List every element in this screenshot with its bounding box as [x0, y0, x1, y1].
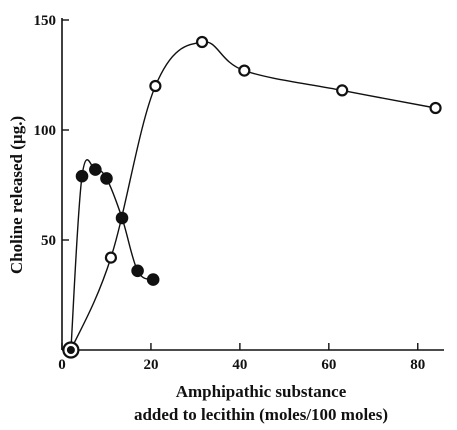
data-point-filled	[89, 163, 102, 176]
x-tick-label: 80	[410, 357, 425, 373]
data-point-filled	[131, 264, 144, 278]
data-point-filled	[75, 169, 89, 183]
x-tick-label: 20	[143, 357, 158, 373]
data-point-open	[336, 84, 349, 97]
chart-curves	[70, 41, 436, 351]
x-axis-label-line1: Amphipathic substance	[176, 382, 347, 401]
chart-points	[62, 35, 442, 359]
data-point-open	[238, 64, 251, 77]
y-tick-label: 100	[34, 123, 57, 139]
y-tick-label: 50	[41, 233, 56, 249]
y-axis-label: Choline released (µg.)	[7, 116, 26, 274]
data-point-filled	[100, 172, 113, 185]
data-point-open	[195, 35, 209, 49]
x-axis-label-line2: added to lecithin (moles/100 moles)	[134, 405, 388, 424]
data-point-filled	[115, 211, 129, 225]
series-line-open	[70, 41, 436, 351]
data-point-open	[429, 101, 442, 115]
x-tick-label: 40	[232, 357, 247, 373]
data-point-open	[104, 251, 118, 264]
data-point-open	[149, 79, 162, 93]
x-tick-label: 60	[321, 357, 336, 373]
chart-ticks: 50 100 150 0 20 40 60 80	[34, 13, 426, 373]
y-tick-label: 150	[34, 13, 57, 29]
data-point-filled	[146, 273, 160, 286]
data-point-origin-core	[66, 346, 75, 354]
chart-axes	[61, 18, 444, 351]
x-tick-label: 0	[58, 357, 66, 373]
